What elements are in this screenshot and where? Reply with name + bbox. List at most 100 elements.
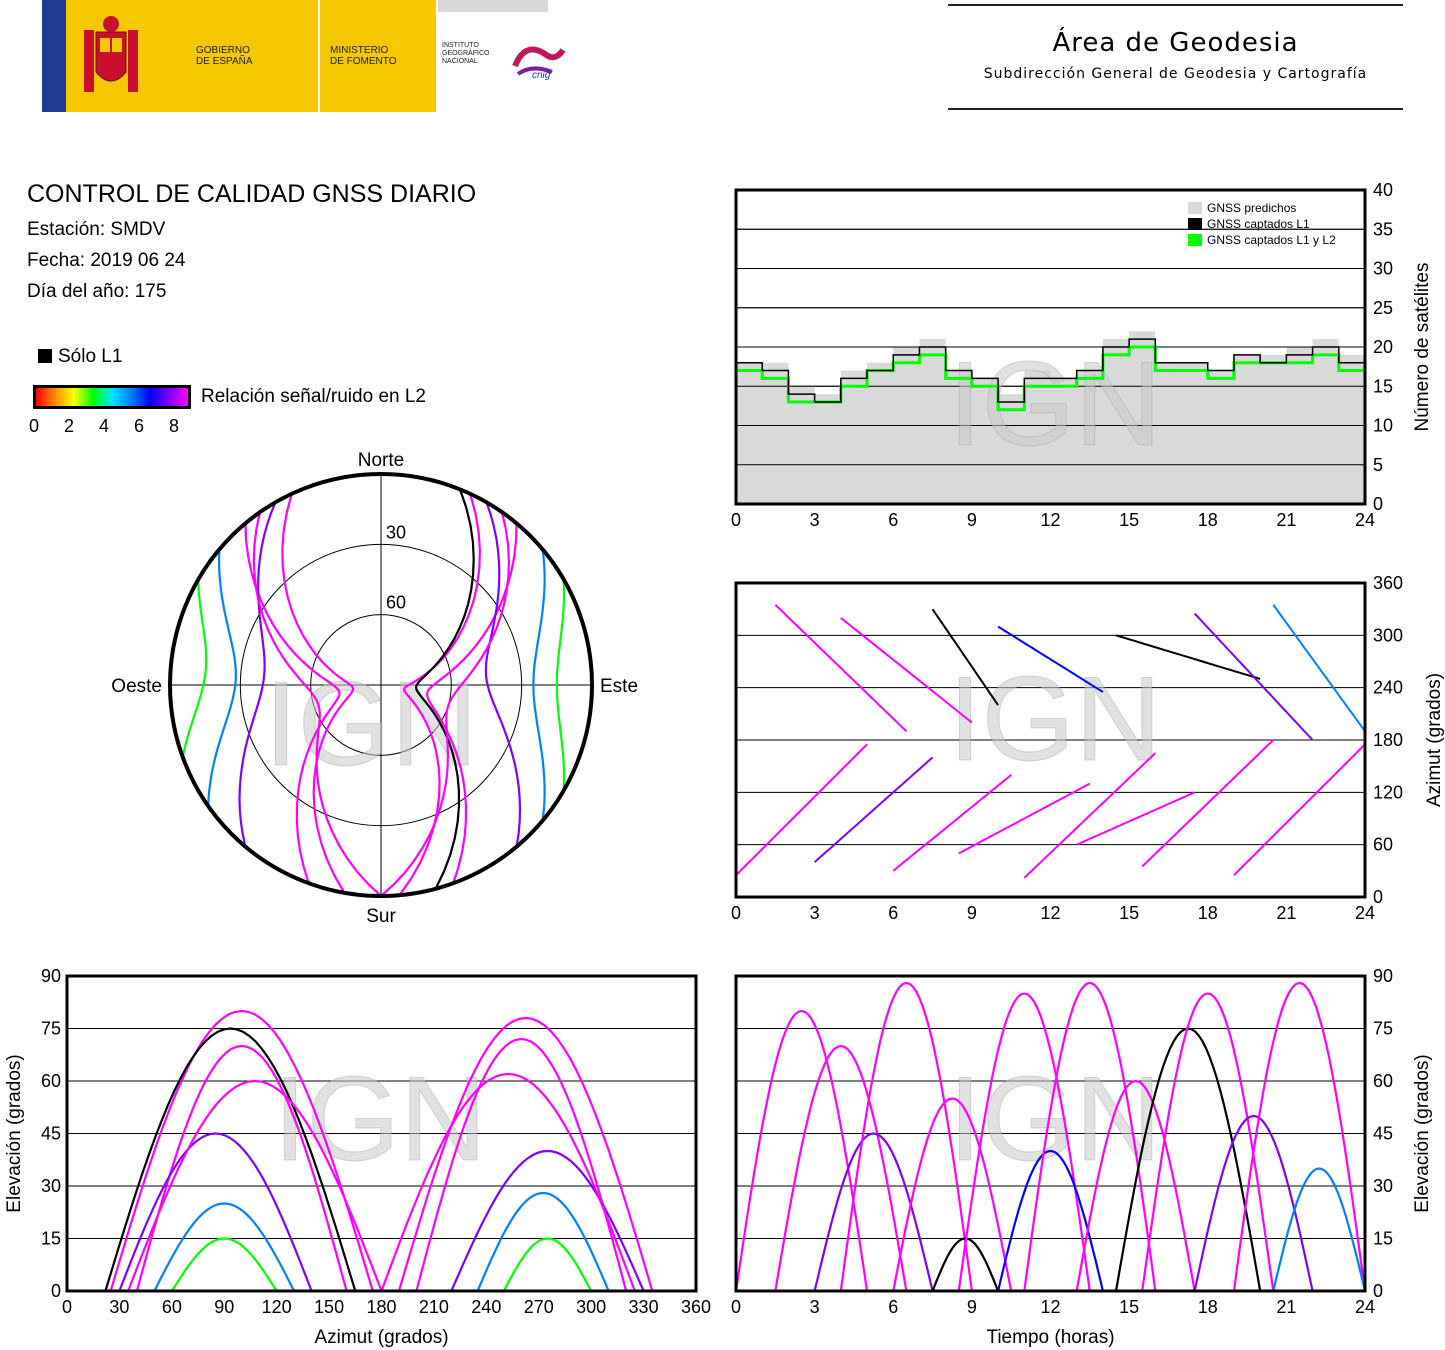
azimuth-track xyxy=(958,782,1091,855)
elevation-azimuth-track xyxy=(104,1027,357,1292)
azimuth-time-chart: 0 60 120 180 240 300 360 0 3 6 9 12 15 18 21 24 IGN Azimu… xyxy=(731,573,1445,923)
satellite-track xyxy=(398,493,482,896)
elevation-time-track xyxy=(997,1149,1104,1292)
y-tick-label: 120 xyxy=(1373,782,1403,802)
x-tick-label: 0 xyxy=(731,510,741,530)
direction-label-north: Norte xyxy=(358,450,404,471)
elevation-time-track xyxy=(1272,1167,1367,1292)
y-tick-label: 360 xyxy=(1373,573,1403,593)
x-tick-label: 15 xyxy=(1119,510,1139,530)
area-title: Área de Geodesia xyxy=(1052,28,1299,58)
y-tick-label: 20 xyxy=(1373,337,1393,357)
ign-watermark: IGN xyxy=(948,337,1161,471)
date-label: Fecha: 2019 06 24 xyxy=(27,250,186,271)
x-tick-label: 9 xyxy=(967,903,977,923)
satellite-track xyxy=(555,579,566,791)
azimuth-track xyxy=(1023,752,1156,879)
satellite-count-chart: 0 5 10 15 20 25 30 35 40 0 3 6 9 12 15 18 21 24 IGN GNSS pr… xyxy=(731,180,1433,530)
x-tick-label: 9 xyxy=(967,1297,977,1317)
cnig-text: cnig xyxy=(532,70,551,81)
x-tick-label: 210 xyxy=(419,1297,449,1317)
x-tick-label: 0 xyxy=(731,1297,741,1317)
x-tick-label: 150 xyxy=(314,1297,344,1317)
legend-label: GNSS predichos xyxy=(1207,201,1296,215)
x-axis-label: Tiempo (horas) xyxy=(986,1327,1114,1348)
y-tick-label: 60 xyxy=(41,1071,61,1091)
x-tick-label: 12 xyxy=(1040,510,1060,530)
x-tick-label: 3 xyxy=(810,903,820,923)
area-bottom-line xyxy=(948,108,1403,110)
x-tick-label: 270 xyxy=(524,1297,554,1317)
y-axis-label: Número de satélites xyxy=(1412,263,1433,432)
elevation-azimuth-track xyxy=(397,1016,654,1292)
report-info: CONTROL DE CALIDAD GNSS DIARIO Estación:… xyxy=(27,180,476,312)
y-tick-label: 30 xyxy=(41,1176,61,1196)
elevation-ring-label: 30 xyxy=(386,522,406,542)
elevation-azimuth-track xyxy=(118,1132,313,1292)
x-axis-label: Azimut (grados) xyxy=(314,1327,448,1348)
station-label: Estación: SMDV xyxy=(27,219,166,240)
direction-label-east: Este xyxy=(600,676,638,697)
satellite-track xyxy=(281,493,355,894)
y-tick-label: 90 xyxy=(41,966,61,986)
x-tick-label: 18 xyxy=(1198,903,1218,923)
direction-label-west: Oeste xyxy=(111,676,162,697)
satellite-track xyxy=(181,579,208,758)
plot-border xyxy=(734,974,1367,1293)
satellite-track xyxy=(532,549,546,821)
plot-border xyxy=(734,581,1367,899)
elevation-azimuth-chart: 0 15 30 45 60 75 90 0 30 60 90 120 150 180 210 240 270 30… xyxy=(4,966,711,1348)
ign-watermark: IGN xyxy=(948,652,1161,786)
x-tick-label: 15 xyxy=(1119,1297,1139,1317)
y-tick-label: 240 xyxy=(1373,678,1403,698)
x-tick-label: 6 xyxy=(888,1297,898,1317)
x-tick-label: 90 xyxy=(214,1297,234,1317)
azimuth-track xyxy=(931,608,999,706)
y-tick-label: 40 xyxy=(1373,180,1393,200)
elevation-time-track xyxy=(1075,1079,1196,1292)
elevation-azimuth-track xyxy=(476,1191,610,1292)
coat-of-arms-icon xyxy=(84,16,138,92)
y-tick-label: 0 xyxy=(1373,887,1383,907)
x-tick-label: 9 xyxy=(967,510,977,530)
area-top-line xyxy=(948,4,1403,6)
area-geodesia-box: Área de Geodesia Subdirección General de… xyxy=(948,4,1403,112)
satellite-track xyxy=(426,523,518,884)
satellite-track xyxy=(414,489,475,890)
legend-swatch xyxy=(1188,218,1202,230)
x-tick-label: 24 xyxy=(1355,510,1375,530)
y-tick-label: 60 xyxy=(1373,1071,1393,1091)
x-tick-label: 0 xyxy=(62,1297,72,1317)
report-title: CONTROL DE CALIDAD GNSS DIARIO xyxy=(27,180,477,208)
y-tick-label: 45 xyxy=(1373,1124,1393,1144)
y-tick-label: 35 xyxy=(1373,219,1393,239)
azimuth-track xyxy=(1272,604,1365,732)
x-tick-label: 3 xyxy=(810,1297,820,1317)
satellite-track xyxy=(207,549,238,807)
x-tick-label: 15 xyxy=(1119,903,1139,923)
y-tick-label: 5 xyxy=(1373,455,1383,475)
snr-tick: 8 xyxy=(169,416,180,436)
ministerio-text: MINISTERIO DE FOMENTO xyxy=(330,45,397,67)
elevation-azimuth-track xyxy=(127,1079,383,1292)
y-tick-label: 180 xyxy=(1373,730,1403,750)
x-tick-label: 21 xyxy=(1276,903,1296,923)
elevation-azimuth-track xyxy=(415,1037,628,1292)
elevation-time-track xyxy=(1232,981,1367,1292)
plot-border xyxy=(65,974,698,1293)
azimuth-track xyxy=(1115,634,1261,680)
azimuth-track xyxy=(892,774,1012,872)
elevation-azimuth-track xyxy=(450,1149,645,1292)
ign-block: INSTITUTO GEOGRÁFICO NACIONAL cnig xyxy=(438,0,566,112)
x-tick-label: 6 xyxy=(888,903,898,923)
gobierno-text: GOBIERNO DE ESPAÑA xyxy=(196,45,253,67)
satellite-track xyxy=(244,523,341,884)
y-tick-label: 15 xyxy=(1373,376,1393,396)
x-tick-label: 330 xyxy=(629,1297,659,1317)
x-tick-label: 24 xyxy=(1355,903,1375,923)
elevation-ring-label: 60 xyxy=(386,593,406,613)
azimuth-track xyxy=(1141,739,1274,868)
ministerio-block: MINISTERIO DE FOMENTO xyxy=(320,0,436,112)
satellite-track xyxy=(380,511,511,897)
